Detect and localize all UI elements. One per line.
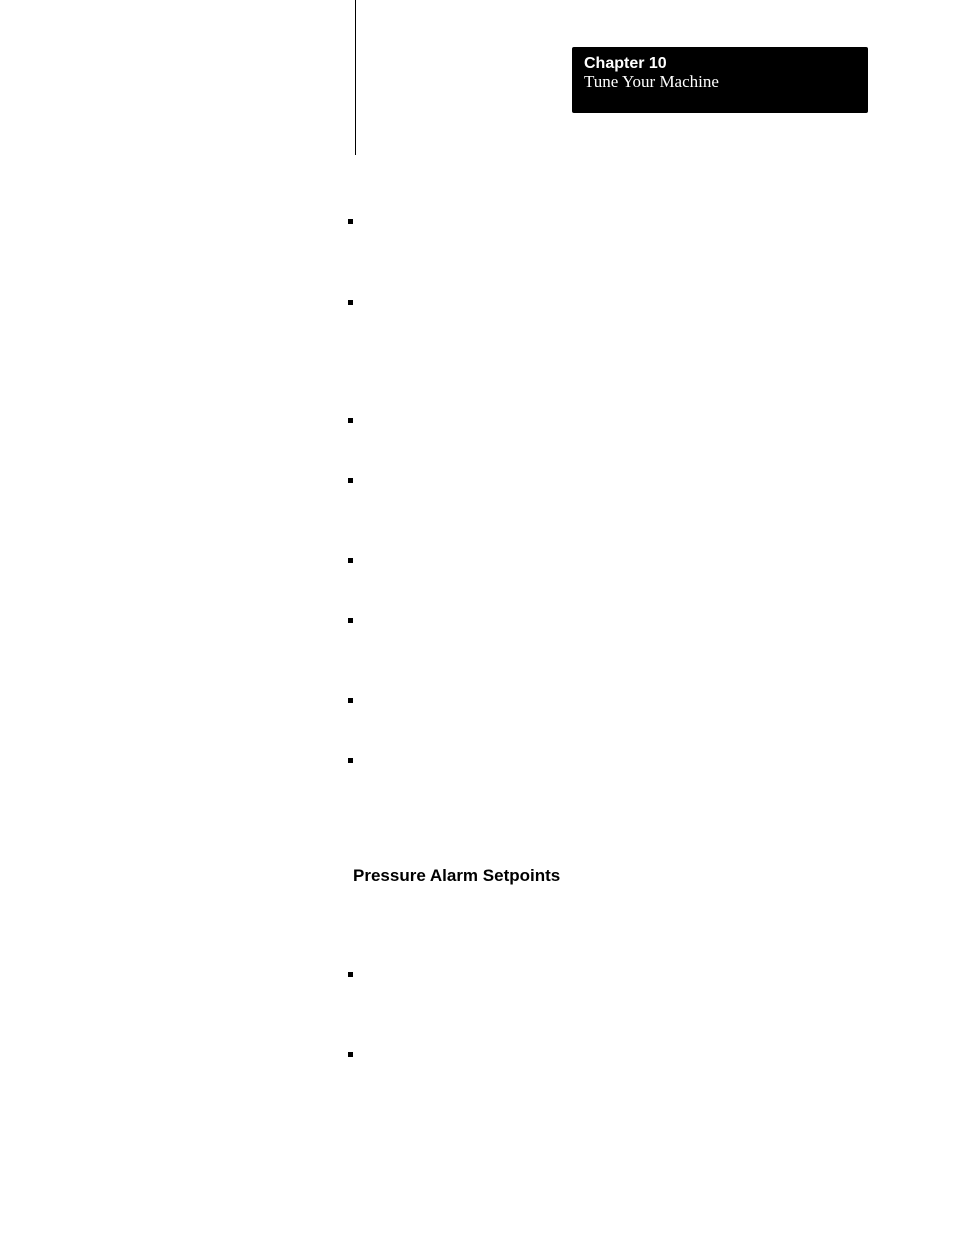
bullet-icon bbox=[348, 478, 353, 483]
bullet-icon bbox=[348, 300, 353, 305]
bullet-icon bbox=[348, 418, 353, 423]
bullet-icon bbox=[348, 972, 353, 977]
vertical-divider bbox=[355, 0, 356, 155]
bullet-icon bbox=[348, 618, 353, 623]
bullet-icon bbox=[348, 758, 353, 763]
chapter-title: Tune Your Machine bbox=[584, 73, 858, 92]
section-heading: Pressure Alarm Setpoints bbox=[353, 866, 560, 886]
chapter-header-box: Chapter 10 Tune Your Machine bbox=[572, 47, 868, 113]
bullet-icon bbox=[348, 558, 353, 563]
bullet-icon bbox=[348, 219, 353, 224]
bullet-icon bbox=[348, 1052, 353, 1057]
chapter-number: Chapter 10 bbox=[584, 54, 858, 73]
bullet-icon bbox=[348, 698, 353, 703]
